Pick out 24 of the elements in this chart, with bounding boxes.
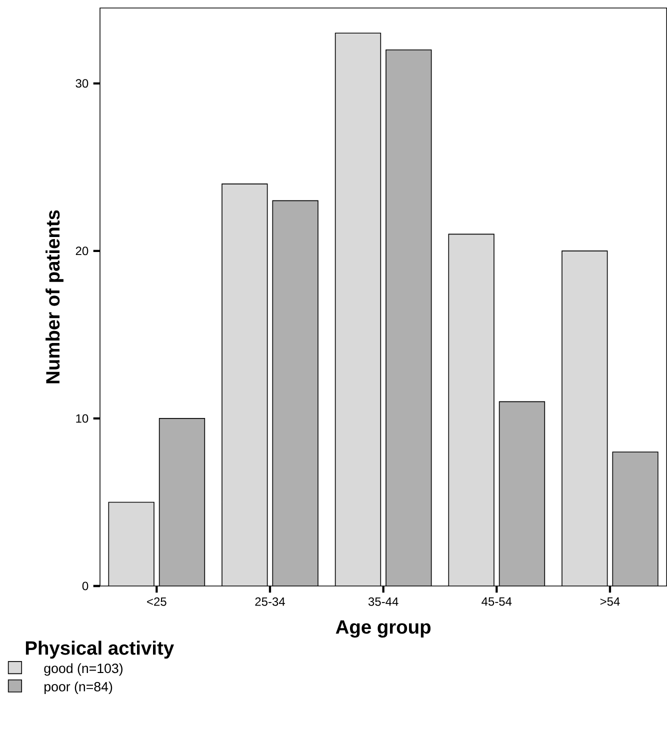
bar [386,50,432,586]
y-axis-title: Number of patients [46,210,64,384]
x-tick-label: 35-44 [368,597,398,606]
x-tick-label: 25-34 [255,597,285,606]
y-tick-label: 0 [82,582,88,590]
bar [335,33,381,586]
bar [222,184,268,586]
legend-label: good (n=103) [44,663,122,676]
y-tick-label: 10 [76,414,88,423]
legend-title: Physical activity [26,640,174,659]
bar [499,402,545,586]
bar [562,250,608,586]
x-tick-label: 45-54 [482,597,512,606]
x-tick-label: >54 [600,597,620,606]
x-axis-title: Age group [336,620,431,638]
x-tick-label: <25 [147,597,166,606]
y-tick-label: 20 [76,246,88,256]
bar [272,200,318,586]
y-tick-label: 30 [76,79,88,88]
legend-label: poor (n=84) [44,682,112,694]
bar [612,452,658,586]
bar [108,502,154,586]
bar [448,234,494,586]
bar [159,418,205,586]
